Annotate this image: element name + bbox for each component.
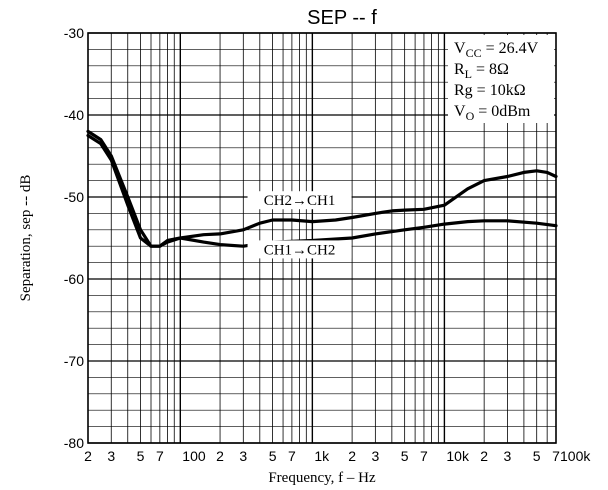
x-tick-label: 3	[107, 448, 115, 464]
x-tick-label: 7	[156, 448, 164, 464]
x-tick-label: 2	[84, 448, 92, 464]
y-tick-label: -80	[64, 435, 84, 451]
x-tick-label: 7	[552, 448, 560, 464]
condition-line: Rg = 10kΩ	[454, 82, 526, 99]
series-label-ch2-to-ch1: CH2→CH1	[264, 193, 336, 209]
x-tick-label: 2	[348, 448, 356, 464]
x-tick-label: 5	[401, 448, 409, 464]
x-axis-label: Frequency, f – Hz	[268, 470, 376, 486]
y-axis-label: Separation, sep -- dB	[18, 175, 34, 302]
condition-line: VO = 0dBm	[454, 103, 531, 123]
x-tick-label: 100	[182, 448, 206, 464]
conditions-box-bg	[448, 35, 554, 123]
y-tick-labels: -30 -40 -50 -60 -70 -80	[64, 25, 84, 451]
x-tick-label: 1k	[314, 448, 330, 464]
x-tick-label: 10k	[446, 448, 470, 464]
y-tick-label: -70	[64, 353, 84, 369]
x-tick-label: 7	[288, 448, 296, 464]
x-tick-label: 100k	[560, 448, 591, 464]
x-tick-label: 2	[216, 448, 224, 464]
series-labels: CH2→CH1 CH1→CH2	[247, 191, 352, 259]
series-label-bg	[247, 240, 352, 259]
chart-title: SEP -- f	[307, 7, 377, 29]
x-tick-label: 7	[420, 448, 428, 464]
x-tick-label: 5	[269, 448, 277, 464]
y-tick-label: -50	[64, 189, 84, 205]
x-tick-labels: 2 3 5 7 100 2 3 5 7 1k 2 3 5 7 10k 2 3 5 7 100k	[84, 448, 591, 464]
plot-frame	[87, 32, 557, 444]
y-tick-label: -40	[64, 107, 84, 123]
x-tick-label: 3	[371, 448, 379, 464]
x-tick-label: 2	[480, 448, 488, 464]
grid	[87, 32, 557, 444]
condition-line: RL = 8Ω	[454, 61, 509, 81]
y-tick-label: -30	[64, 25, 84, 41]
x-tick-label: 3	[504, 448, 512, 464]
series-label-bg	[247, 191, 352, 210]
x-tick-label: 3	[239, 448, 247, 464]
x-tick-label: 5	[137, 448, 145, 464]
x-tick-label: 5	[533, 448, 541, 464]
y-tick-label: -60	[64, 271, 84, 287]
condition-line: VCC = 26.4V	[454, 40, 539, 60]
series-label-ch1-to-ch2: CH1→CH2	[264, 242, 336, 258]
